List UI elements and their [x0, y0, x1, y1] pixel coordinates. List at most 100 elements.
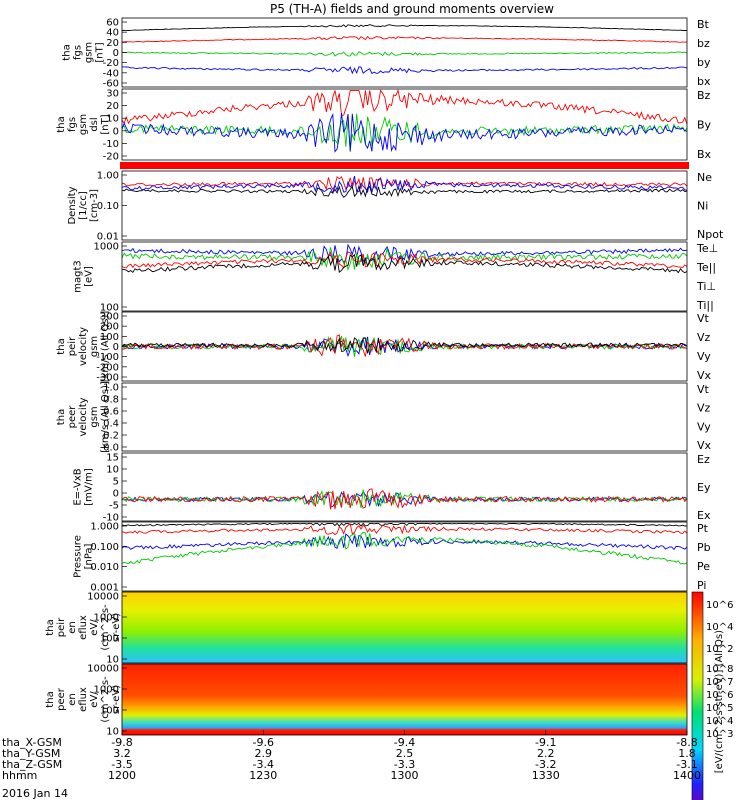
chart-title: P5 (TH-A) fields and ground moments over… [270, 2, 554, 16]
series-line-temperature-0 [122, 245, 687, 262]
y-axis-label: tha [56, 116, 67, 132]
panel-frame [122, 383, 687, 451]
legend-peer_velocity-Vx: Vx [697, 439, 712, 452]
panel-frame [122, 453, 687, 521]
legend-fgs_gsm_zoom-By: By [697, 119, 712, 132]
panel-frame [122, 522, 687, 591]
legend-pressure-Pe: Pe [697, 560, 710, 573]
legend-fgs_gsm-bx: bx [697, 75, 711, 88]
y-axis-label: [nT] [100, 114, 111, 134]
panel-frame [122, 89, 687, 160]
y-tick-label: 10000 [87, 664, 119, 675]
legend-fgs_gsm-by: by [697, 56, 711, 69]
y-axis-label: tha [56, 338, 67, 354]
legend-density-Ni: Ni [697, 200, 708, 213]
series-line-fgs_gsm-2 [122, 52, 687, 56]
y-axis-label: Pressure [73, 535, 84, 578]
flag-bar [120, 162, 689, 169]
y-tick-label: 30 [106, 89, 119, 100]
y-axis-label: Density [67, 186, 78, 224]
y-axis-label: fgs [67, 117, 78, 132]
y-axis-label: fgs [73, 45, 84, 60]
legend-temperature-Te⊥: Te⊥ [696, 242, 718, 255]
panel-fgs_gsm_zoom: 3020100-10-20tha fgs gsm dsl [nT]BzByBx [56, 89, 712, 170]
series-line-fgs_gsm-0 [122, 25, 687, 31]
legend-density-Ne: Ne [697, 171, 712, 184]
y-tick-label: 20 [106, 101, 119, 112]
y-axis-label: peir [56, 617, 67, 637]
y-axis-label: eV/ [89, 691, 100, 708]
y-axis-label: peer [56, 687, 67, 711]
legend-peer_velocity-Vt: Vt [697, 383, 710, 396]
panels-layer: 6040200-20-40-60tha fgs gsm [nT]Btbzbybx302… [45, 18, 724, 738]
series-line-fgs_gsm-3 [122, 67, 687, 74]
y-axis-label: velocity [78, 327, 89, 366]
spectrogram-ion [122, 592, 687, 663]
y-tick-label: 10000 [87, 592, 119, 603]
y-axis-label: tha [45, 619, 56, 635]
series-line-density-1 [122, 186, 687, 197]
y-axis-label: eflux [78, 615, 89, 640]
legend-fgs_gsm_zoom-Bz: Bz [697, 89, 711, 102]
panel-peir_eflux: 10000 1000 100 10 tha peir en eflux eV/(cm^2-s-s… [45, 592, 687, 666]
legend-density-Npot: Npot [697, 228, 724, 241]
legend-efield-Ex: Ex [697, 509, 711, 522]
y-axis-label: [cm-3] [89, 189, 100, 222]
y-tick-label: 1.00 [97, 171, 119, 182]
panel-pressure: 1.0000.1000.0100.001Pressure [nPa]PtPbPeP… [73, 522, 711, 594]
y-axis-label: [km/s (All Qs)] [100, 311, 111, 383]
y-tick-label: 1.000 [90, 522, 119, 533]
y-tick-label: 0.100 [90, 542, 119, 553]
panel-fgs_gsm: 6040200-20-40-60tha fgs gsm [nT]Btbzbybx [62, 18, 711, 90]
legend-pressure-Pi: Pi [697, 579, 706, 592]
x-axis-value: 1200 [108, 769, 136, 782]
series-line-fgs_gsm_zoom-2 [122, 113, 687, 152]
y-axis-label: magt3 [73, 260, 84, 293]
colorbar-tick-label: 10^6 [706, 600, 733, 611]
panel-peer_velocity: 1.00.80.60.40.20.0 tha peer velocity gsm [km/… [56, 381, 712, 453]
y-axis-label: [mV/m] [84, 468, 95, 506]
y-axis-label: [1/cc] [78, 191, 89, 220]
series-line-pressure-1 [122, 524, 687, 535]
y-axis-label: eflux [78, 687, 89, 712]
y-tick-label: 10 [106, 465, 119, 476]
panel-density: 1.00 0.10 0.01 Density [1/cc] [cm-3] Ne Ni Npot [67, 171, 724, 243]
legend-peer_velocity-Vy: Vy [697, 420, 711, 433]
panel-frame [122, 242, 687, 311]
colorbar-tick-label: 10^2 [706, 644, 733, 655]
colorbar-tick-label: 10^6 [706, 690, 733, 701]
legend-fgs_gsm-Bt: Bt [697, 18, 710, 31]
legend-pressure-Pb: Pb [697, 541, 711, 554]
legend-temperature-Ti⊥: Ti⊥ [696, 280, 716, 293]
y-tick-label: 0.10 [97, 201, 119, 212]
x-axis-value: 1300 [391, 769, 419, 782]
legend-temperature-Ti||: Ti|| [696, 299, 714, 312]
legend-efield-Ey: Ey [697, 481, 711, 494]
y-tick-label: 15 [106, 453, 119, 464]
panel-peir_velocity: 3002001000-100-200-300tha peir velocity gsm… [56, 311, 712, 384]
y-axis-label: tha [56, 409, 67, 425]
legend-pressure-Pt: Pt [697, 522, 709, 535]
legend-peir_velocity-Vt: Vt [697, 312, 710, 325]
colorbar-ticks: 10^610^410^210^810^710^610^510^410^3 [706, 600, 733, 740]
y-axis-label: tha [45, 691, 56, 707]
y-tick-label: 0 [113, 489, 119, 500]
y-axis-label: [km/s (All Qs)] [100, 381, 111, 453]
legend-fgs_gsm_zoom-Bx: Bx [697, 148, 712, 161]
x-axis-date: 2016 Jan 14 [2, 787, 68, 800]
y-axis-label: E=-VxB [73, 468, 84, 505]
y-axis-label: peer [67, 405, 78, 429]
y-axis-label: [nPa] [84, 543, 95, 569]
colorbar-tick-label: 10^5 [706, 703, 733, 714]
x-axis-value: 1230 [249, 769, 277, 782]
legend-peir_velocity-Vz: Vz [697, 331, 711, 344]
x-axis-row-label: hhmm [2, 769, 37, 782]
spectrogram-electron [122, 664, 687, 735]
legend-fgs_gsm-bz: bz [697, 37, 710, 50]
y-tick-label: 1000 [94, 242, 119, 253]
y-axis-label: gsm [89, 336, 100, 357]
y-axis-label: (cm^2-s- [100, 676, 111, 723]
y-axis-label: en [67, 621, 78, 634]
y-tick-label: 5 [113, 477, 119, 488]
